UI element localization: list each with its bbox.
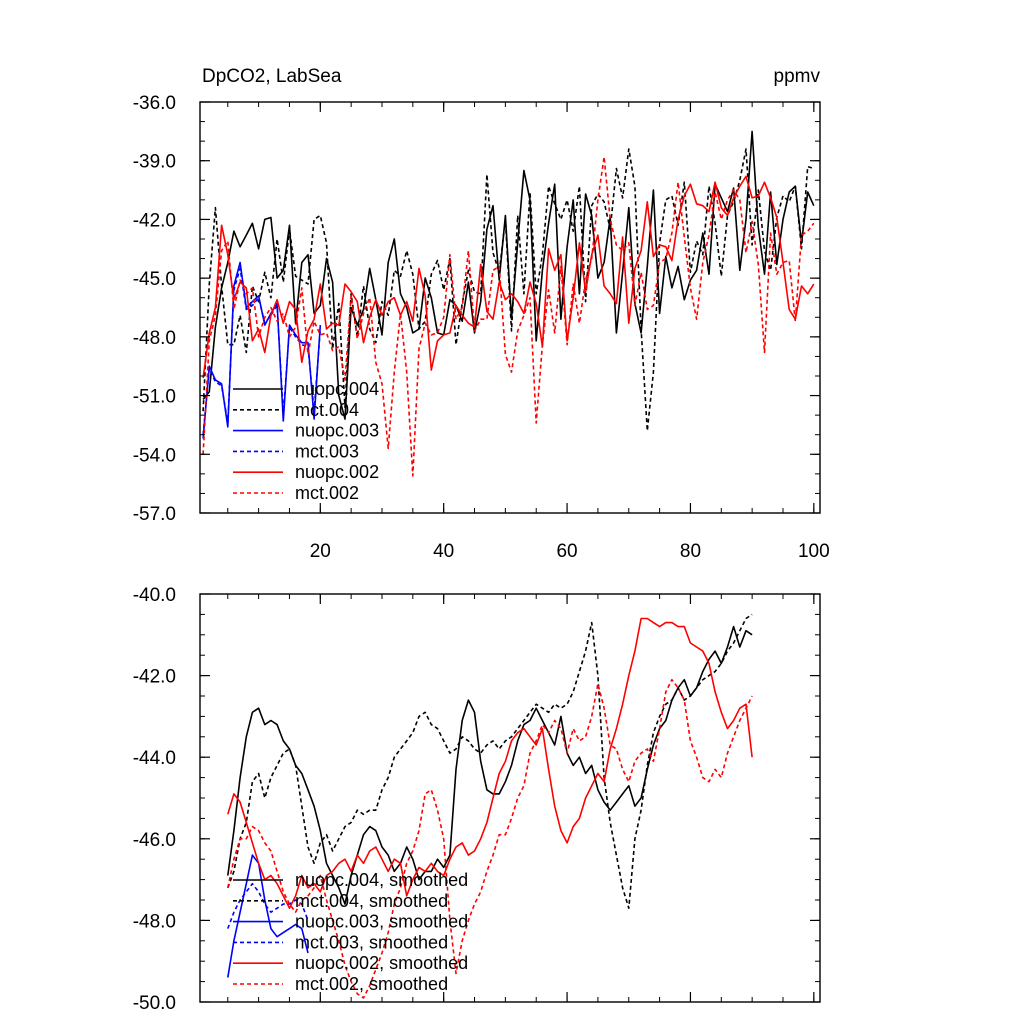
y-tick-label: -48.0: [133, 328, 176, 349]
legend-label: mct.004: [295, 400, 359, 420]
x-tick-label: 20: [310, 541, 331, 562]
legend-label: mct.002, smoothed: [295, 974, 448, 994]
y-tick-label: -45.0: [133, 269, 176, 290]
x-tick-label: 80: [680, 541, 701, 562]
y-tick-label: -40.0: [133, 585, 176, 606]
chart-units: ppmv: [774, 66, 821, 87]
legend-label: nuopc.003: [295, 421, 379, 441]
series-line: [202, 156, 815, 477]
y-tick-label: -42.0: [133, 210, 176, 231]
series-line: [202, 175, 815, 379]
x-tick-label: 40: [433, 541, 454, 562]
y-tick-label: -51.0: [133, 387, 176, 408]
plot-frame: [199, 101, 821, 514]
y-tick-label: -39.0: [133, 152, 176, 173]
bottom-chart-panel: -40.0 -42.0 -44.0 -46.0 -48.0 -50.0 nuopc.004…: [133, 585, 821, 1014]
top-chart-panel: DpCO2, LabSea ppmv -36.0-39.0-42.0-45.0-…: [133, 66, 830, 562]
legend-label: nuopc.004: [295, 379, 379, 399]
legend-label: mct.003, smoothed: [295, 932, 448, 952]
legend-label: mct.002: [295, 483, 359, 503]
series-line: [227, 613, 753, 910]
y-tick-label: -54.0: [133, 445, 176, 466]
legend-label: nuopc.002: [295, 462, 379, 482]
y-tick-label: -36.0: [133, 93, 176, 114]
y-tick-label: -42.0: [133, 667, 176, 688]
series-line: [227, 882, 309, 929]
y-tick-label: -46.0: [133, 830, 176, 851]
x-tick-label: 60: [556, 541, 577, 562]
legend-label: nuopc.002, smoothed: [295, 953, 468, 973]
series-line: [227, 617, 753, 910]
legend-label: nuopc.003, smoothed: [295, 912, 468, 932]
y-tick-label: -44.0: [133, 748, 176, 769]
plot-lines: [202, 130, 815, 477]
legend-label: nuopc.004, smoothed: [295, 870, 468, 890]
x-tick-label: 100: [798, 541, 830, 562]
y-tick-label: -57.0: [133, 504, 176, 525]
y-tick-label: -50.0: [133, 993, 176, 1014]
series-line: [227, 625, 753, 905]
legend: nuopc.004mct.004nuopc.003mct.003nuopc.00…: [233, 379, 379, 503]
series-line: [202, 148, 815, 432]
smoothed-plot-lines: [227, 613, 753, 999]
legend-label: mct.004, smoothed: [295, 891, 448, 911]
chart-title: DpCO2, LabSea: [202, 66, 342, 87]
plot-axes: -36.0 -39.0 -42.0 -45.0 -48.0 -51.0 -54.0 -57.0…: [133, 93, 830, 562]
smoothed-plot-axes: -40.0 -42.0 -44.0 -46.0 -48.0 -50.0: [133, 585, 821, 1014]
series-line: [227, 854, 309, 978]
series-line: [227, 678, 753, 999]
legend-label: mct.003: [295, 441, 359, 461]
y-tick-label: -48.0: [133, 911, 176, 932]
